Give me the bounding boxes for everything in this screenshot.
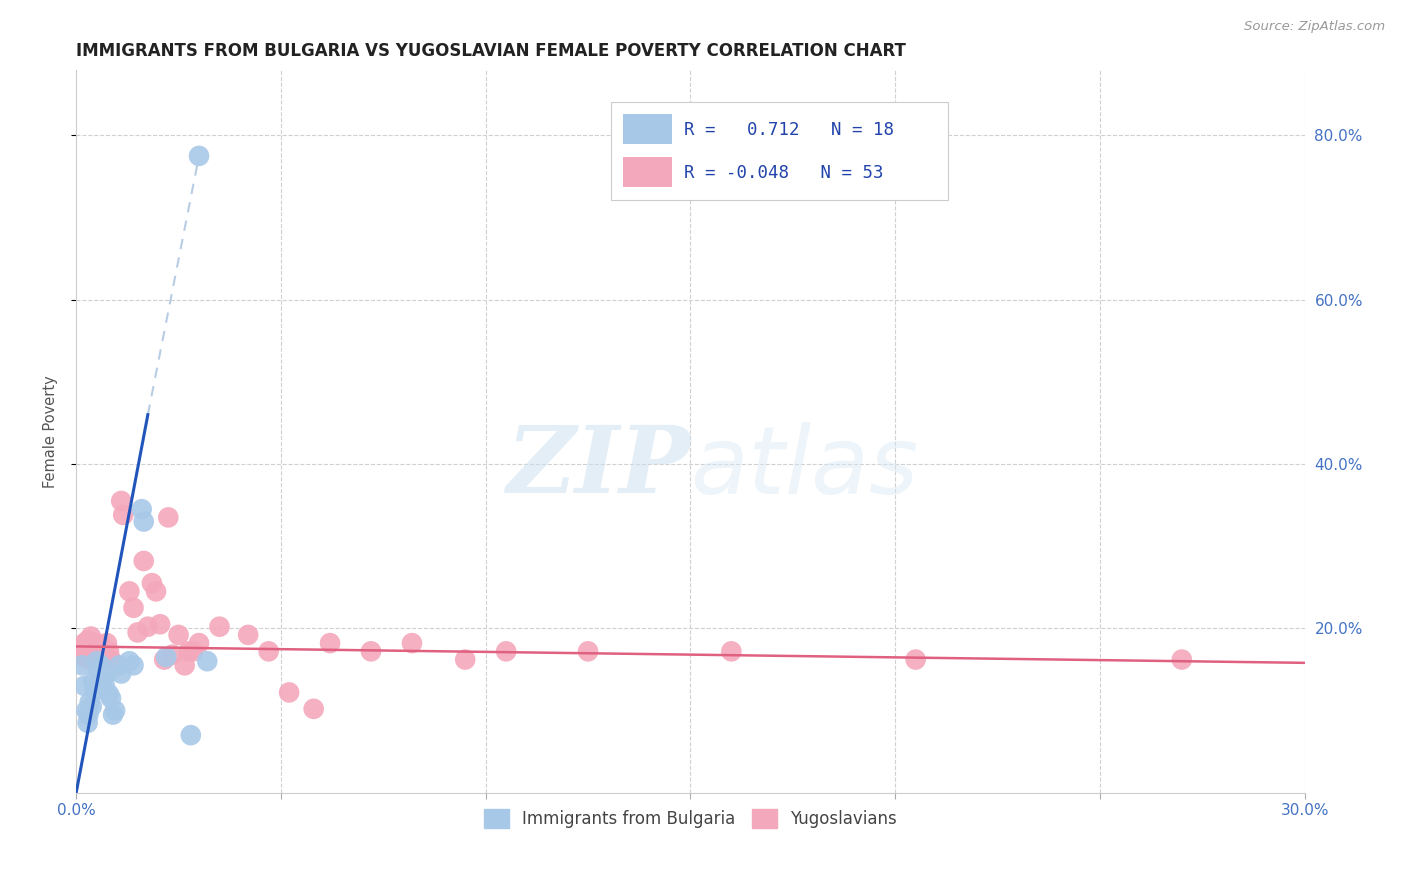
Point: [118, 584, 141, 599]
Point: [76, 715, 98, 730]
Text: R =   0.712   N = 18: R = 0.712 N = 18: [685, 120, 894, 138]
Point: [90, 638, 112, 652]
Text: IMMIGRANTS FROM BULGARIA VS YUGOSLAVIAN FEMALE POVERTY CORRELATION CHART: IMMIGRANTS FROM BULGARIA VS YUGOSLAVIAN …: [76, 42, 905, 60]
Point: [155, 650, 177, 665]
Point: [108, 658, 131, 673]
Point: [96, 636, 118, 650]
Point: [75, 650, 97, 665]
Point: [188, 149, 211, 163]
Point: [80, 630, 103, 644]
Point: [77, 707, 100, 722]
Y-axis label: Female Poverty: Female Poverty: [44, 375, 58, 488]
Point: [127, 625, 149, 640]
Point: [181, 644, 204, 658]
Point: [131, 502, 153, 516]
Point: [94, 679, 117, 693]
Point: [94, 648, 117, 662]
Point: [84, 636, 107, 650]
Point: [100, 652, 122, 666]
Point: [319, 636, 342, 650]
Point: [153, 652, 176, 666]
Point: [80, 699, 103, 714]
Point: [720, 644, 742, 658]
Point: [101, 707, 124, 722]
Point: [86, 644, 108, 658]
Point: [97, 687, 120, 701]
Text: Source: ZipAtlas.com: Source: ZipAtlas.com: [1244, 20, 1385, 33]
Point: [195, 654, 218, 668]
Text: ZIP: ZIP: [506, 422, 690, 512]
Point: [69, 641, 91, 656]
Point: [100, 691, 122, 706]
Point: [122, 658, 145, 673]
Point: [110, 666, 132, 681]
Point: [177, 644, 200, 658]
Point: [118, 654, 141, 668]
Point: [495, 644, 517, 658]
Point: [141, 576, 163, 591]
Point: [70, 640, 93, 654]
Point: [82, 674, 104, 689]
Point: [122, 600, 145, 615]
Point: [188, 636, 211, 650]
Point: [576, 644, 599, 658]
Text: R = -0.048   N = 53: R = -0.048 N = 53: [685, 164, 884, 182]
Point: [83, 648, 105, 662]
Point: [145, 584, 167, 599]
Bar: [623, 114, 672, 145]
Point: [96, 666, 118, 681]
Point: [157, 510, 180, 524]
Legend: Immigrants from Bulgaria, Yugoslavians: Immigrants from Bulgaria, Yugoslavians: [477, 802, 904, 835]
Point: [82, 640, 104, 654]
Point: [73, 679, 96, 693]
Point: [86, 654, 108, 668]
Point: [1171, 652, 1194, 666]
Point: [167, 628, 190, 642]
Point: [79, 695, 101, 709]
Point: [454, 652, 477, 666]
Point: [84, 682, 107, 697]
Point: [91, 671, 114, 685]
Point: [180, 728, 202, 742]
Point: [75, 704, 97, 718]
Point: [91, 641, 114, 656]
Text: atlas: atlas: [690, 422, 918, 513]
Point: [132, 515, 155, 529]
Point: [72, 658, 94, 673]
Point: [238, 628, 260, 642]
Point: [75, 641, 97, 656]
Point: [132, 554, 155, 568]
Point: [73, 636, 96, 650]
Point: [112, 508, 135, 522]
Point: [162, 648, 184, 662]
Point: [97, 644, 120, 658]
Bar: [623, 157, 672, 187]
Point: [110, 494, 132, 508]
Point: [149, 617, 172, 632]
Point: [257, 644, 280, 658]
FancyBboxPatch shape: [610, 103, 949, 200]
Point: [302, 702, 325, 716]
Point: [104, 704, 127, 718]
Point: [360, 644, 382, 658]
Point: [173, 658, 195, 673]
Point: [904, 652, 927, 666]
Point: [72, 648, 94, 662]
Point: [87, 650, 110, 665]
Point: [401, 636, 423, 650]
Point: [77, 652, 100, 666]
Point: [278, 685, 301, 699]
Point: [87, 664, 110, 678]
Point: [90, 658, 112, 673]
Point: [72, 644, 94, 658]
Point: [136, 620, 159, 634]
Point: [208, 620, 231, 634]
Point: [79, 641, 101, 656]
Point: [76, 633, 98, 648]
